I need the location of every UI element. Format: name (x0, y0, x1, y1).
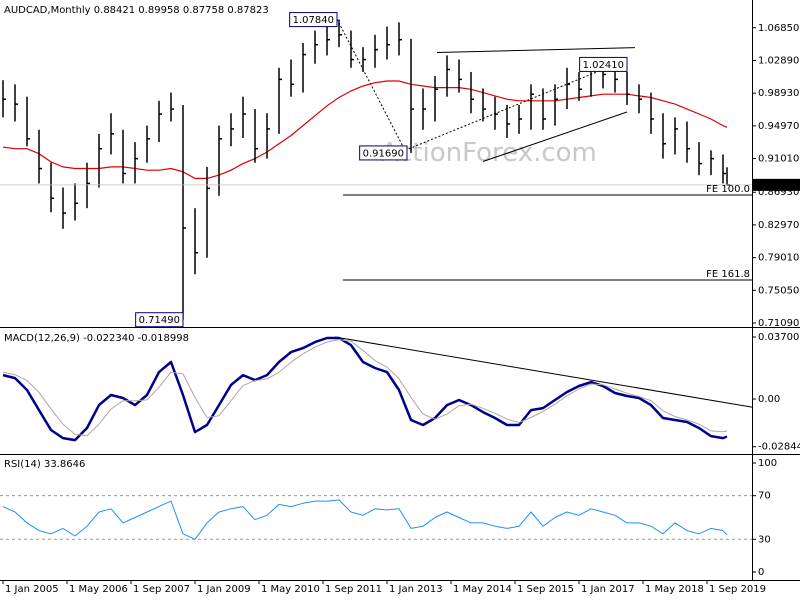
panel-title: RSI(14) 33.8646 (4, 459, 85, 470)
y-tick-label: 100 (758, 458, 777, 469)
x-tick-label: 1 May 2006 (69, 584, 128, 595)
y-tick-label: 0.86930 (758, 187, 799, 198)
annotation-box (359, 145, 408, 161)
panel-title: MACD(12,26,9) -0.022340 -0.018998 (4, 333, 189, 344)
y-tick-label: 0 (758, 567, 764, 578)
annotation-label: 0.91690 (363, 148, 404, 159)
y-tick-label: -0.028441 (758, 442, 800, 453)
annotation-label: 0.71490 (139, 315, 180, 326)
y-tick-label: 70 (758, 491, 771, 502)
y-tick-label: 0.82970 (758, 220, 799, 231)
x-tick-label: 1 May 2018 (645, 584, 704, 595)
x-tick-label: 1 Jan 2009 (197, 584, 251, 595)
fe-label: FE 161.8 (706, 269, 750, 280)
annotation-box (135, 312, 184, 328)
y-tick-label: 0.94970 (758, 121, 799, 132)
series-line (2, 336, 728, 442)
annotation-box (289, 12, 338, 28)
annotation-label: 1.02410 (583, 60, 624, 71)
trendline (334, 336, 752, 408)
y-tick-label: 0.00 (758, 394, 780, 405)
annotation-box (579, 56, 628, 72)
y-tick-label: 0.037009 (758, 332, 800, 343)
x-tick-label: 1 Sep 2007 (133, 584, 190, 595)
trendline (436, 47, 636, 54)
y-tick-label: 0.71090 (758, 318, 799, 329)
watermark: ActionForex.com (381, 138, 597, 168)
x-tick-label: 1 Jan 2005 (5, 584, 59, 595)
current-price-label: 0.87823 (756, 180, 797, 191)
plot-area (2, 336, 752, 442)
fe-label: FE 100.0 (706, 184, 750, 195)
series-line (2, 339, 728, 437)
panel-title: AUDCAD,Monthly 0.88421 0.89958 0.87758 0… (4, 5, 269, 16)
y-tick-label: 1.02890 (758, 55, 799, 66)
trendline (482, 111, 628, 162)
x-tick-label: 1 Jan 2013 (389, 584, 443, 595)
annotation-label: 1.07840 (293, 15, 334, 26)
x-tick-label: 1 May 2010 (261, 584, 320, 595)
x-tick-label: 1 May 2014 (453, 584, 512, 595)
current-price-box (752, 178, 800, 191)
y-tick-label: 0.79010 (758, 253, 799, 264)
plot-area (0, 495, 752, 540)
x-tick-label: 1 Sep 2015 (517, 584, 574, 595)
x-tick-label: 1 Jan 2017 (581, 584, 635, 595)
y-tick-label: 0.91010 (758, 154, 799, 165)
y-tick-label: 1.06850 (758, 23, 799, 34)
trendline (336, 18, 604, 152)
moving-average (2, 80, 728, 179)
x-tick-label: 1 Sep 2011 (325, 584, 382, 595)
y-tick-label: 30 (758, 534, 771, 545)
plot-area: ActionForex.com (0, 18, 752, 320)
series-line (2, 499, 728, 540)
y-tick-label: 0.75050 (758, 285, 799, 296)
x-tick-label: 1 Sep 2019 (709, 584, 766, 595)
y-tick-label: 0.98930 (758, 88, 799, 99)
